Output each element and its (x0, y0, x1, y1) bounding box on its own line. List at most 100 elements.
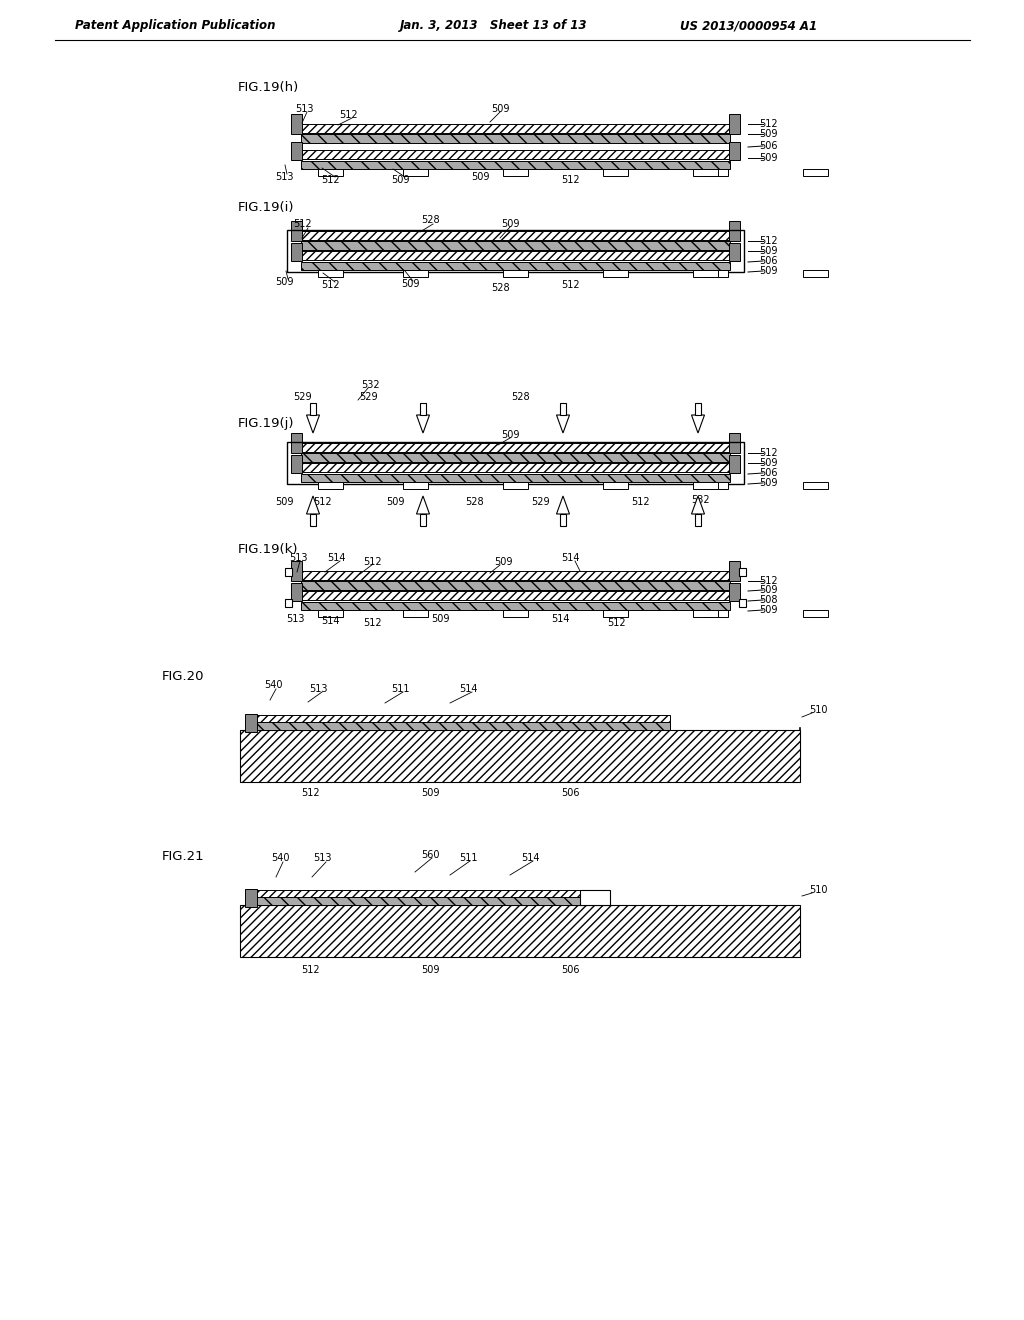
Text: 511: 511 (459, 853, 477, 863)
Text: 512: 512 (293, 219, 311, 228)
Bar (245, 888, 257, 907)
Text: 509: 509 (490, 104, 509, 114)
Text: 509: 509 (421, 788, 439, 799)
Bar (240, 906, 800, 957)
Text: 509: 509 (759, 458, 777, 469)
Bar (301, 124, 730, 133)
Bar (245, 714, 257, 733)
Bar (291, 220, 302, 242)
Bar (729, 561, 740, 581)
Bar (287, 442, 744, 484)
Bar (560, 513, 566, 525)
Text: 509: 509 (471, 172, 489, 182)
Text: 512: 512 (321, 280, 339, 290)
Text: 509: 509 (501, 430, 519, 440)
Text: 540: 540 (264, 680, 283, 690)
Bar (695, 403, 701, 414)
Bar (739, 599, 746, 607)
Text: 514: 514 (321, 616, 339, 626)
Bar (255, 898, 580, 906)
Text: 512: 512 (759, 119, 777, 129)
Bar (301, 135, 730, 143)
Polygon shape (691, 496, 705, 513)
Text: 512: 512 (561, 176, 580, 185)
Text: 510: 510 (809, 884, 827, 895)
Text: 512: 512 (313, 498, 333, 507)
Text: 506: 506 (561, 788, 580, 799)
Text: 512: 512 (561, 280, 580, 290)
Text: 509: 509 (759, 585, 777, 595)
Bar (255, 722, 670, 730)
Bar (287, 230, 744, 272)
Text: 532: 532 (360, 380, 379, 389)
Text: 512: 512 (364, 618, 382, 628)
Text: 528: 528 (466, 498, 484, 507)
Polygon shape (556, 414, 569, 433)
Text: 512: 512 (631, 498, 649, 507)
Bar (729, 583, 740, 601)
Bar (301, 242, 730, 249)
Bar (603, 482, 628, 488)
Bar (255, 890, 580, 898)
Bar (703, 610, 728, 616)
Bar (285, 599, 292, 607)
Bar (695, 513, 701, 525)
Text: 506: 506 (561, 965, 580, 975)
Text: Patent Application Publication: Patent Application Publication (75, 20, 275, 33)
Text: 506: 506 (759, 469, 777, 478)
Text: 513: 513 (286, 614, 304, 624)
Text: 509: 509 (274, 498, 293, 507)
Bar (285, 568, 292, 576)
Bar (693, 610, 718, 616)
Text: 509: 509 (759, 153, 777, 162)
Bar (291, 243, 302, 261)
Bar (301, 572, 730, 579)
Bar (291, 143, 302, 160)
Bar (403, 169, 428, 176)
Bar (255, 715, 670, 722)
Bar (603, 169, 628, 176)
Text: 512: 512 (362, 557, 381, 568)
Text: 506: 506 (759, 256, 777, 267)
Text: 528: 528 (490, 282, 509, 293)
Text: 512: 512 (607, 618, 627, 628)
Polygon shape (417, 496, 429, 513)
Bar (603, 271, 628, 277)
Bar (603, 610, 628, 616)
Bar (503, 169, 528, 176)
Bar (729, 433, 740, 453)
Bar (310, 403, 316, 414)
Text: 513: 513 (309, 684, 328, 694)
Bar (301, 261, 730, 271)
Bar (403, 610, 428, 616)
Text: 529: 529 (530, 498, 549, 507)
Bar (739, 568, 746, 576)
Text: FIG.19(h): FIG.19(h) (238, 82, 299, 95)
Bar (301, 444, 730, 451)
Bar (240, 730, 800, 781)
Text: 509: 509 (759, 267, 777, 276)
Text: 509: 509 (391, 176, 410, 185)
Text: 511: 511 (391, 684, 410, 694)
Text: 509: 509 (501, 219, 519, 228)
Bar (291, 561, 302, 581)
Bar (703, 169, 728, 176)
Bar (301, 581, 730, 590)
Bar (318, 482, 343, 488)
Text: 560: 560 (421, 850, 439, 861)
Bar (729, 243, 740, 261)
Text: 509: 509 (759, 129, 777, 139)
Bar (803, 482, 828, 488)
Bar (420, 513, 426, 525)
Bar (703, 271, 728, 277)
Bar (503, 482, 528, 488)
Bar (291, 455, 302, 473)
Bar (580, 890, 610, 906)
Text: 512: 512 (759, 236, 777, 246)
Text: 512: 512 (339, 110, 357, 120)
Text: 529: 529 (358, 392, 377, 403)
Text: Jan. 3, 2013   Sheet 13 of 13: Jan. 3, 2013 Sheet 13 of 13 (400, 20, 588, 33)
Polygon shape (417, 414, 429, 433)
Text: 509: 509 (400, 279, 419, 289)
Text: 514: 514 (459, 684, 477, 694)
